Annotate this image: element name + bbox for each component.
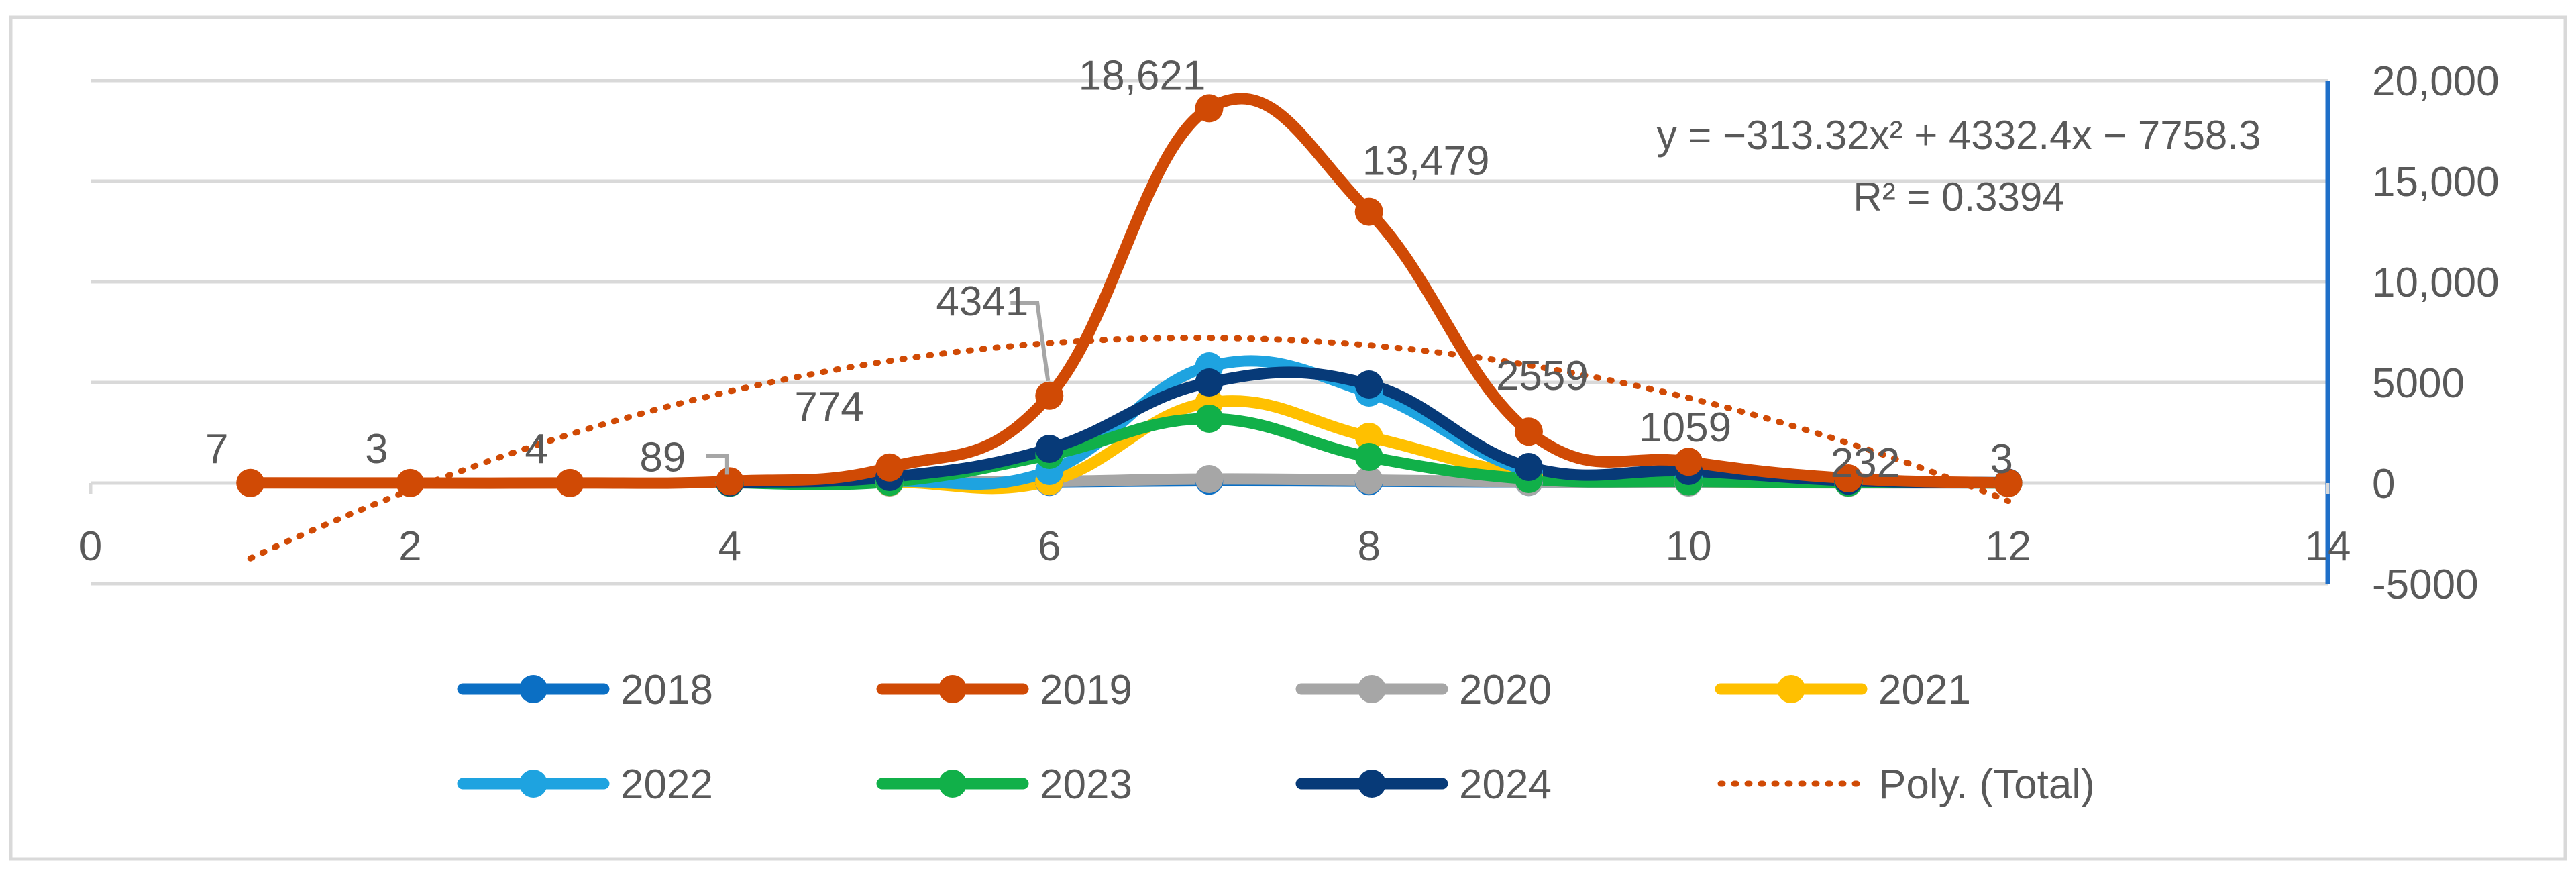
- legend-item: 2019: [876, 667, 1132, 713]
- trendline-r-squared-text: R² = 0.3394: [1853, 174, 2064, 219]
- data-label: 2559: [1496, 353, 1589, 399]
- data-label: 1059: [1639, 405, 1731, 451]
- legend: 2018 2019 2020 2021 2022 2023 2024 Poly. (Total…: [457, 667, 2095, 808]
- data-point-2019: [1514, 417, 1543, 446]
- data-point-2019: [1834, 464, 1863, 493]
- legend-label: 2020: [1459, 667, 1552, 713]
- x-tick-label: 6: [1038, 523, 1061, 570]
- legend-label: 2023: [1040, 762, 1132, 808]
- data-point-2019: [1195, 94, 1224, 123]
- legend-item: 2021: [1715, 667, 1971, 713]
- legend-item: 2024: [1295, 762, 1552, 808]
- legend-swatch-marker: [1358, 770, 1386, 798]
- legend-label: 2018: [621, 667, 713, 713]
- data-point-2019: [875, 453, 904, 482]
- data-label: 4: [525, 426, 547, 472]
- data-point-2020: [1195, 465, 1224, 493]
- data-label: 4341: [936, 278, 1028, 325]
- data-label: 18,621: [1079, 52, 1206, 99]
- data-point-2019: [236, 468, 265, 497]
- legend-swatch-marker: [1358, 675, 1386, 703]
- data-label: 232: [1831, 440, 1900, 486]
- legend-label: 2021: [1878, 667, 1971, 713]
- data-point-2024: [1035, 435, 1064, 463]
- data-point-2024: [1354, 370, 1383, 399]
- legend-item: 2023: [876, 762, 1132, 808]
- data-point-2023: [1354, 443, 1383, 471]
- data-label: 89: [639, 434, 686, 480]
- data-point-2024: [1195, 368, 1224, 397]
- x-tick-label: 4: [718, 523, 741, 570]
- trendline-equation: y = −313.32x² + 4332.4x − 7758.3 R² = 0.…: [1657, 113, 2261, 219]
- data-point-2020: [1354, 466, 1383, 495]
- x-tick-label: 8: [1357, 523, 1380, 570]
- trendline-equation-text: y = −313.32x² + 4332.4x − 7758.3: [1657, 113, 2261, 158]
- x-tick-label: 0: [79, 523, 102, 570]
- data-point-2019: [1035, 381, 1064, 410]
- axes: -5000 0 5000 10,000 15,000 20,000 0 2 4 6 8 10 12 14: [79, 58, 2500, 608]
- data-point-2023: [1195, 405, 1224, 433]
- y-tick-label: 15,000: [2372, 159, 2500, 205]
- data-point-2019: [1674, 448, 1703, 476]
- legend-item: Poly. (Total): [1717, 762, 2095, 808]
- legend-label: Poly. (Total): [1878, 762, 2095, 808]
- y-tick-label: 10,000: [2372, 260, 2500, 306]
- legend-swatch-marker: [519, 770, 547, 798]
- data-label: 7: [205, 426, 228, 472]
- y-tick-label: 5000: [2372, 360, 2465, 407]
- legend-swatch-marker: [519, 675, 547, 703]
- data-label: 3: [365, 426, 388, 472]
- data-point-2019: [396, 468, 425, 497]
- series-markers: [236, 94, 2023, 497]
- y-tick-label: -5000: [2372, 562, 2479, 608]
- x-tick-label: 12: [1985, 523, 2031, 570]
- legend-item: 2022: [457, 762, 713, 808]
- legend-swatch-marker: [938, 675, 967, 703]
- legend-item: 2020: [1295, 667, 1552, 713]
- legend-label: 2022: [621, 762, 713, 808]
- trendline-path: [247, 334, 2012, 562]
- data-point-2019: [555, 468, 584, 497]
- data-point-2019: [1354, 197, 1383, 226]
- legend-swatch-marker: [938, 770, 967, 798]
- y-tick-label: 0: [2372, 461, 2395, 507]
- legend-label: 2019: [1040, 667, 1132, 713]
- x-tick-label: 2: [398, 523, 421, 570]
- data-point-2019: [715, 467, 744, 496]
- legend-label: 2024: [1459, 762, 1552, 808]
- data-point-2019: [1994, 468, 2023, 497]
- trendline: [247, 334, 2012, 562]
- data-label-leader: [706, 454, 729, 475]
- data-label: 13,479: [1362, 138, 1490, 185]
- data-labels: 7 3 4 89 774 4341 18,621 13,479 2559 1059 232 3: [205, 52, 2013, 486]
- data-point-2021: [1354, 423, 1383, 451]
- data-label: 774: [794, 384, 863, 430]
- x-tick-label: 10: [1666, 523, 1712, 570]
- y-tick-label: 20,000: [2372, 58, 2500, 105]
- data-label: 3: [1990, 436, 2012, 482]
- legend-item: 2018: [457, 667, 713, 713]
- data-label-leader: [1010, 301, 1051, 382]
- data-point-2024: [1514, 453, 1543, 481]
- legend-swatch-marker: [1777, 675, 1805, 703]
- x-tick-label: 14: [2305, 523, 2351, 570]
